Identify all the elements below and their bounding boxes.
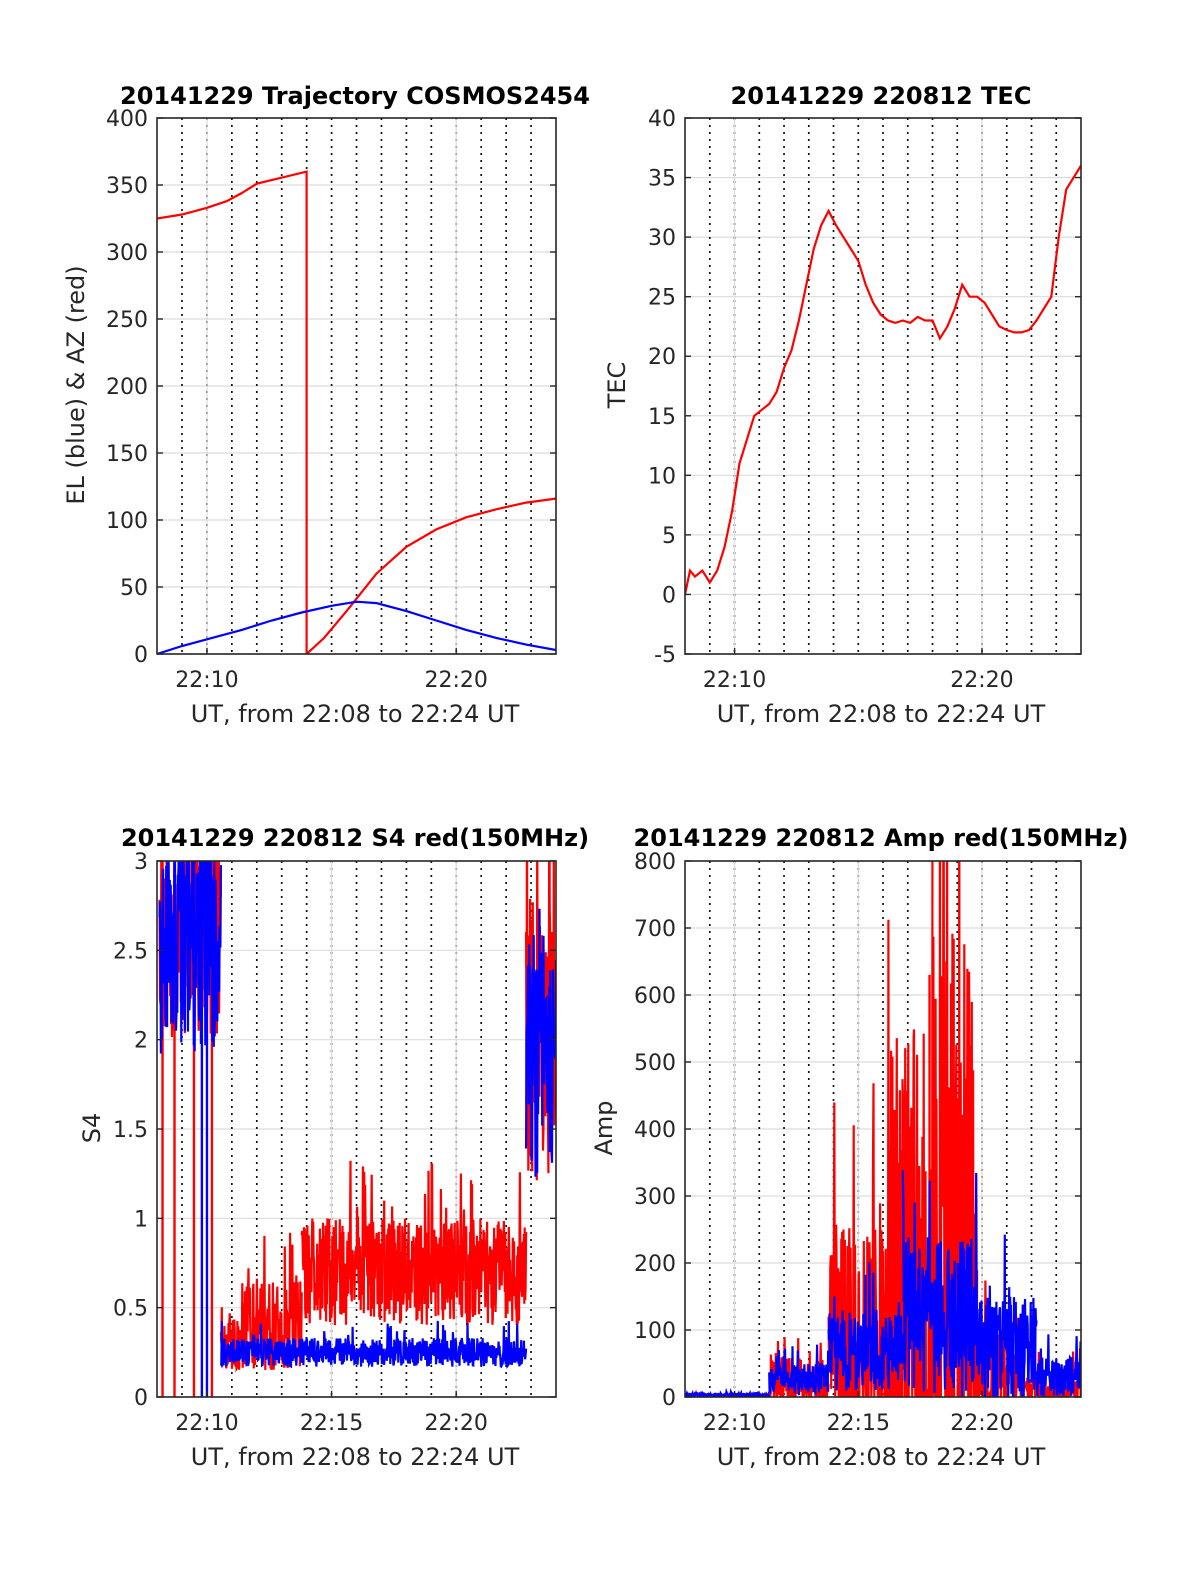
x-axis-label: UT, from 22:08 to 22:24 UT [191,700,520,728]
series-line [157,170,556,654]
chart-amp: 20141229 220812 Amp red(150MHz) UT, from… [590,824,1129,1471]
series-noise [219,1320,528,1369]
y-axis-label: S4 [78,1113,106,1144]
chart-tec: 20141229 220812 TEC UT, from 22:08 to 22… [603,82,1082,728]
series-noise [976,1234,1038,1397]
y-tick-label: 3 [134,850,148,875]
y-tick-label: 700 [634,917,676,942]
series-noise [768,1344,830,1396]
y-tick-label: 0 [134,643,148,668]
plot-area [685,165,1081,595]
y-tick-label: 1.5 [113,1118,148,1143]
y-tick-label: 600 [634,984,676,1009]
y-tick-label: 10 [648,464,676,489]
series-noise [685,1387,771,1397]
x-tick-label: 22:10 [703,668,766,693]
y-tick-label: 50 [120,576,148,601]
chart-title: 20141229 220812 Amp red(150MHz) [634,824,1129,852]
y-tick-label: 0 [662,1386,676,1411]
plot-area [158,861,556,1397]
x-tick-label: 22:10 [703,1411,766,1436]
y-tick-label: 40 [648,107,676,132]
series-noise [300,1160,528,1326]
plot-area [685,861,1081,1397]
y-tick-label: 500 [634,1051,676,1076]
axes-frame [684,117,1082,655]
y-tick-label: 0 [662,583,676,608]
x-tick-label: 22:20 [950,1411,1013,1436]
plot-area [157,170,556,654]
series-noise [827,1261,904,1391]
y-tick-label: 250 [106,308,148,333]
y-tick-label: 800 [634,850,676,875]
y-tick-label: 0.5 [113,1297,148,1322]
y-tick-label: 25 [648,286,676,311]
x-axis-label: UT, from 22:08 to 22:24 UT [717,700,1046,728]
y-tick-label: 20 [648,345,676,370]
x-tick-label: 22:20 [425,668,488,693]
chart-title: 20141229 220812 S4 red(150MHz) [121,824,589,852]
y-axis-label: Amp [590,1100,618,1155]
y-axis-label: TEC [603,362,631,410]
x-tick-label: 22:10 [175,668,238,693]
y-tick-label: 150 [106,442,148,467]
y-tick-label: 0 [134,1386,148,1411]
x-tick-label: 22:10 [175,1411,238,1436]
chart-s4: 20141229 220812 S4 red(150MHz) UT, from … [78,824,589,1471]
y-tick-label: 2 [134,1029,148,1054]
x-tick-label: 22:15 [827,1411,890,1436]
chart-title: 20141229 220812 TEC [731,82,1032,110]
series-noise [525,908,556,1177]
y-tick-label: 1 [134,1207,148,1232]
y-tick-label: 30 [648,226,676,251]
x-axis-label: UT, from 22:08 to 22:24 UT [717,1443,1046,1471]
y-tick-label: 300 [106,241,148,266]
y-tick-label: -5 [654,643,676,668]
x-axis-label: UT, from 22:08 to 22:24 UT [191,1443,520,1471]
chart-trajectory: 20141229 Trajectory COSMOS2454 UT, from … [62,82,590,728]
y-tick-label: 100 [634,1319,676,1344]
x-tick-label: 22:20 [425,1411,488,1436]
y-tick-label: 2.5 [113,939,148,964]
y-tick-label: 200 [106,375,148,400]
y-tick-label: 35 [648,167,676,192]
chart-title: 20141229 Trajectory COSMOS2454 [120,82,590,110]
series-noise [219,1307,243,1373]
y-tick-label: 300 [634,1185,676,1210]
y-tick-label: 200 [634,1252,676,1277]
y-tick-label: 400 [106,107,148,132]
y-tick-label: 5 [662,524,676,549]
series-noise [901,1170,979,1396]
y-tick-label: 15 [648,405,676,430]
y-tick-label: 400 [634,1118,676,1143]
y-tick-label: 100 [106,509,148,534]
x-tick-label: 22:20 [950,668,1013,693]
series-noise [158,861,222,1054]
x-tick-label: 22:15 [300,1411,363,1436]
series-line [685,165,1081,595]
series-noise [1035,1334,1081,1397]
y-axis-label: EL (blue) & AZ (red) [62,265,90,504]
series-line [157,600,556,654]
y-tick-label: 350 [106,174,148,199]
